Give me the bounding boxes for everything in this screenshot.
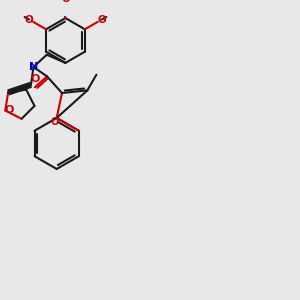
Text: O: O: [97, 15, 106, 25]
Text: N: N: [29, 62, 38, 72]
Text: O: O: [5, 105, 14, 115]
Text: O: O: [50, 117, 58, 127]
Text: O: O: [25, 15, 34, 25]
Text: O: O: [61, 0, 70, 4]
Text: O: O: [30, 74, 40, 84]
